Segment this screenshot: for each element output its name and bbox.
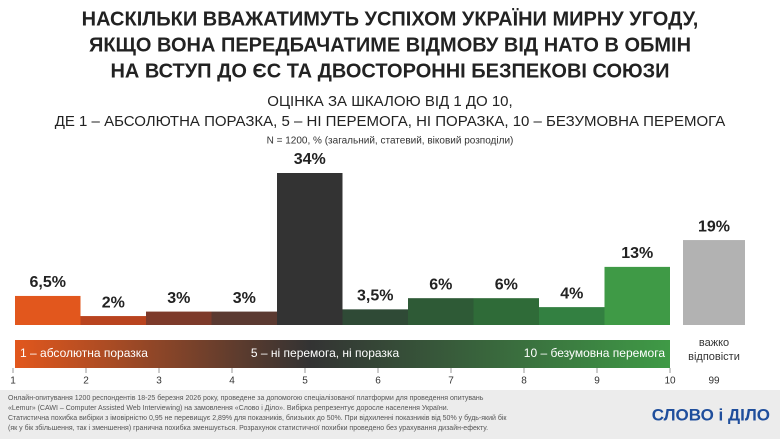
- logo: СЛОВО і ДІЛО: [652, 405, 770, 424]
- bar: [146, 311, 212, 325]
- bar: [604, 266, 670, 325]
- scale-band: [15, 340, 670, 368]
- value-label: 3%: [233, 290, 256, 307]
- chart-title: НАСКІЛЬКИ ВВАЖАТИМУТЬ УСПІХОМ УКРАЇНИ МИ…: [82, 7, 699, 30]
- bar: [473, 298, 539, 325]
- x-tick-label: 2: [83, 376, 89, 387]
- x-tick-label: 5: [302, 376, 308, 387]
- value-label: 2%: [102, 294, 125, 311]
- chart-subtitle: ОЦІНКА ЗА ШКАЛОЮ ВІД 1 ДО 10,: [267, 93, 512, 110]
- value-label: 19%: [698, 218, 730, 235]
- footnote: (як у бік збільшення, так і зменшення) г…: [8, 424, 488, 432]
- scale-label: 1 – абсолютна поразка: [20, 346, 148, 360]
- extra-label: відповісти: [688, 351, 740, 363]
- value-label: 3,5%: [357, 288, 393, 305]
- footer-band: [0, 390, 780, 439]
- extra-label: важко: [699, 337, 729, 349]
- scale-label: 10 – безумовна перемога: [524, 346, 666, 360]
- value-label: 6%: [495, 276, 518, 293]
- x-tick-label: 7: [448, 376, 454, 387]
- chart-title: ЯКЩО ВОНА ПЕРЕДБАЧАТИМЕ ВІДМОВУ ВІД НАТО…: [89, 34, 691, 56]
- bar: [211, 311, 277, 325]
- chart-title: НА ВСТУП ДО ЄС ТА ДВОСТОРОННІ БЕЗПЕКОВІ …: [110, 60, 669, 82]
- footnote: «Lemur» (CAWI – Computer Assisted Web In…: [8, 404, 449, 412]
- footnote: Статистична похибка вибірки з імовірніст…: [8, 414, 507, 422]
- bar: [80, 316, 146, 325]
- chart-subtitle: ДЕ 1 – АБСОЛЮТНА ПОРАЗКА, 5 – НІ ПЕРЕМОГ…: [55, 113, 726, 130]
- bar: [15, 295, 81, 325]
- value-label: 3%: [167, 290, 190, 307]
- x-tick-label: 10: [664, 376, 676, 387]
- value-label: 4%: [560, 285, 583, 302]
- scale-label: 5 – ні перемога, ні поразка: [251, 346, 400, 360]
- value-label: 13%: [621, 245, 653, 262]
- value-label: 6%: [429, 276, 452, 293]
- x-tick-label: 3: [156, 376, 162, 387]
- x-tick-label: 1: [10, 376, 16, 387]
- extra-code: 99: [708, 376, 720, 387]
- bar: [683, 240, 745, 325]
- x-tick-label: 8: [521, 376, 527, 387]
- value-label: 34%: [294, 151, 326, 168]
- x-tick-label: 9: [594, 376, 600, 387]
- value-label: 6,5%: [30, 274, 66, 291]
- chart-note: N = 1200, % (загальний, статевий, вікови…: [267, 136, 514, 147]
- x-tick-label: 4: [229, 376, 235, 387]
- footnote: Онлайн-опитування 1200 респондентів 18-2…: [8, 394, 484, 402]
- bar: [277, 173, 343, 325]
- bar: [408, 298, 474, 325]
- x-tick-label: 6: [375, 376, 381, 387]
- bar: [342, 309, 408, 325]
- bar: [539, 307, 605, 325]
